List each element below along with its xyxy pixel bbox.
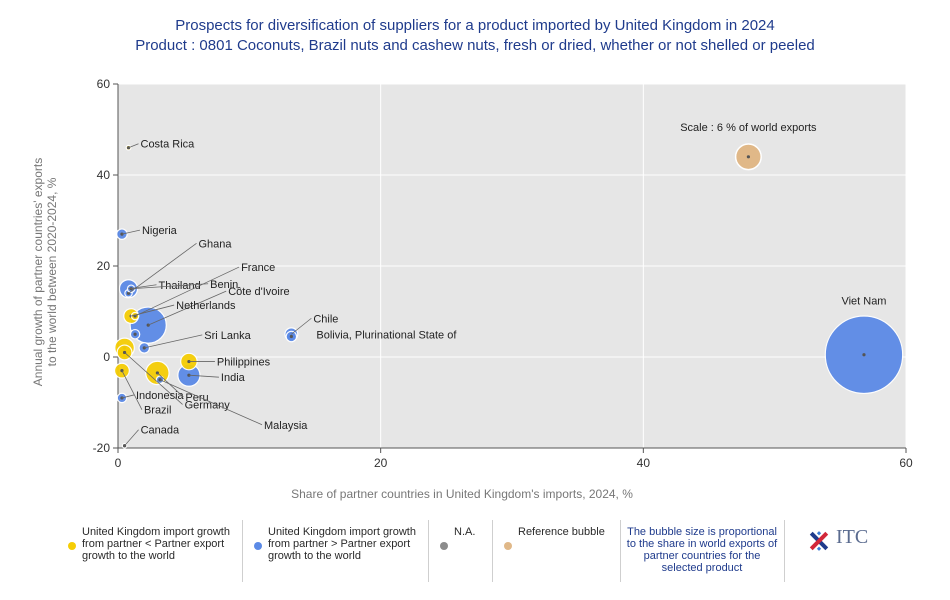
reference-dot-icon	[504, 542, 512, 550]
bubble-center	[187, 359, 191, 364]
y-tick-label: 60	[97, 77, 111, 91]
legend: United Kingdom import growth from partne…	[60, 520, 890, 582]
point-label: Canada	[141, 425, 180, 437]
yellow-dot-icon	[68, 542, 76, 550]
y-axis-label: Annual growth of partner countries' expo…	[31, 158, 45, 386]
gray-dot-icon	[440, 542, 448, 550]
legend-item-reference: Reference bubble	[496, 520, 616, 582]
leader-line	[159, 379, 263, 426]
leader-line	[124, 429, 139, 446]
bubble-size-note: The bubble size is proportional to the s…	[626, 526, 778, 574]
leader-line	[121, 394, 135, 399]
leader-line	[124, 352, 183, 405]
point-label: Ghana	[199, 238, 233, 250]
x-axis-label: Share of partner countries in United Kin…	[291, 487, 633, 501]
chart-subtitle: Product : 0801 Coconuts, Brazil nuts and…	[135, 37, 815, 54]
legend-label: United Kingdom import growth from partne…	[82, 526, 230, 562]
leader-line	[128, 284, 157, 290]
point-label: Côte d'Ivoire	[228, 286, 289, 298]
point-label: Indonesia	[136, 390, 185, 402]
x-tick-label: 20	[374, 456, 388, 470]
leader-line	[128, 242, 197, 294]
leader-line	[131, 304, 175, 317]
point-label: Philippines	[217, 357, 271, 369]
reference-label: Scale : 6 % of world exports	[680, 122, 817, 134]
y-tick-label: -20	[93, 441, 111, 455]
leader-line	[291, 317, 312, 335]
point-label: Brazil	[144, 405, 172, 417]
point-label: Sri Lanka	[204, 330, 251, 342]
point-label: Nigeria	[142, 225, 178, 237]
legend-note: The bubble size is proportional to the s…	[622, 520, 782, 582]
point-label: Malaysia	[264, 420, 308, 432]
leader-line	[134, 266, 240, 317]
legend-label: Reference bubble	[518, 526, 605, 538]
point-label: France	[241, 262, 275, 274]
itc-logo: ITC	[800, 520, 890, 582]
bubble-center	[746, 155, 751, 159]
legend-item-blue: United Kingdom import growth from partne…	[246, 520, 426, 582]
bubble-center	[862, 353, 866, 357]
bubble-center	[289, 334, 293, 339]
point-label: Peru	[185, 392, 208, 404]
leader-line	[131, 283, 209, 290]
leader-line	[121, 229, 141, 235]
point-label: Costa Rica	[141, 139, 196, 151]
leader-line	[121, 370, 143, 410]
itc-logo-icon	[809, 531, 829, 551]
x-tick-label: 60	[899, 456, 913, 470]
scatter-chart: -20 0 20 40 60 0 20 40 60 Share of partner countr…	[31, 77, 913, 501]
leader-line	[157, 372, 184, 398]
point-label: Bolivia, Plurinational State of	[316, 330, 457, 342]
legend-item-na: N.A.	[432, 520, 492, 582]
itc-logo-text: ITC	[836, 526, 869, 548]
point-label: Germany	[185, 399, 231, 411]
x-tick-label: 40	[637, 456, 651, 470]
y-tick-label: 40	[97, 168, 111, 182]
y-tick-label: 20	[97, 259, 111, 273]
blue-dot-icon	[254, 542, 262, 550]
point-label: Viet Nam	[841, 296, 886, 308]
leader-line	[128, 143, 139, 149]
leader-line	[148, 290, 227, 326]
x-tick-label: 0	[115, 456, 122, 470]
chart-title: Prospects for diversification of supplie…	[175, 17, 775, 34]
legend-item-yellow: United Kingdom import growth from partne…	[60, 520, 240, 582]
leader-line	[188, 374, 219, 378]
leader-line	[144, 334, 203, 349]
y-axis-label: to the world between 2020-2024, %	[45, 177, 59, 366]
legend-label: United Kingdom import growth from partne…	[268, 526, 416, 562]
point-label: Chile	[313, 313, 338, 325]
point-label: Benin	[210, 279, 238, 291]
bubble-center	[133, 332, 137, 336]
legend-label: N.A.	[454, 526, 476, 538]
point-label: Netherlands	[176, 300, 236, 312]
bubble-center	[187, 373, 191, 377]
y-tick-label: 0	[103, 350, 110, 364]
point-label: India	[221, 372, 246, 384]
